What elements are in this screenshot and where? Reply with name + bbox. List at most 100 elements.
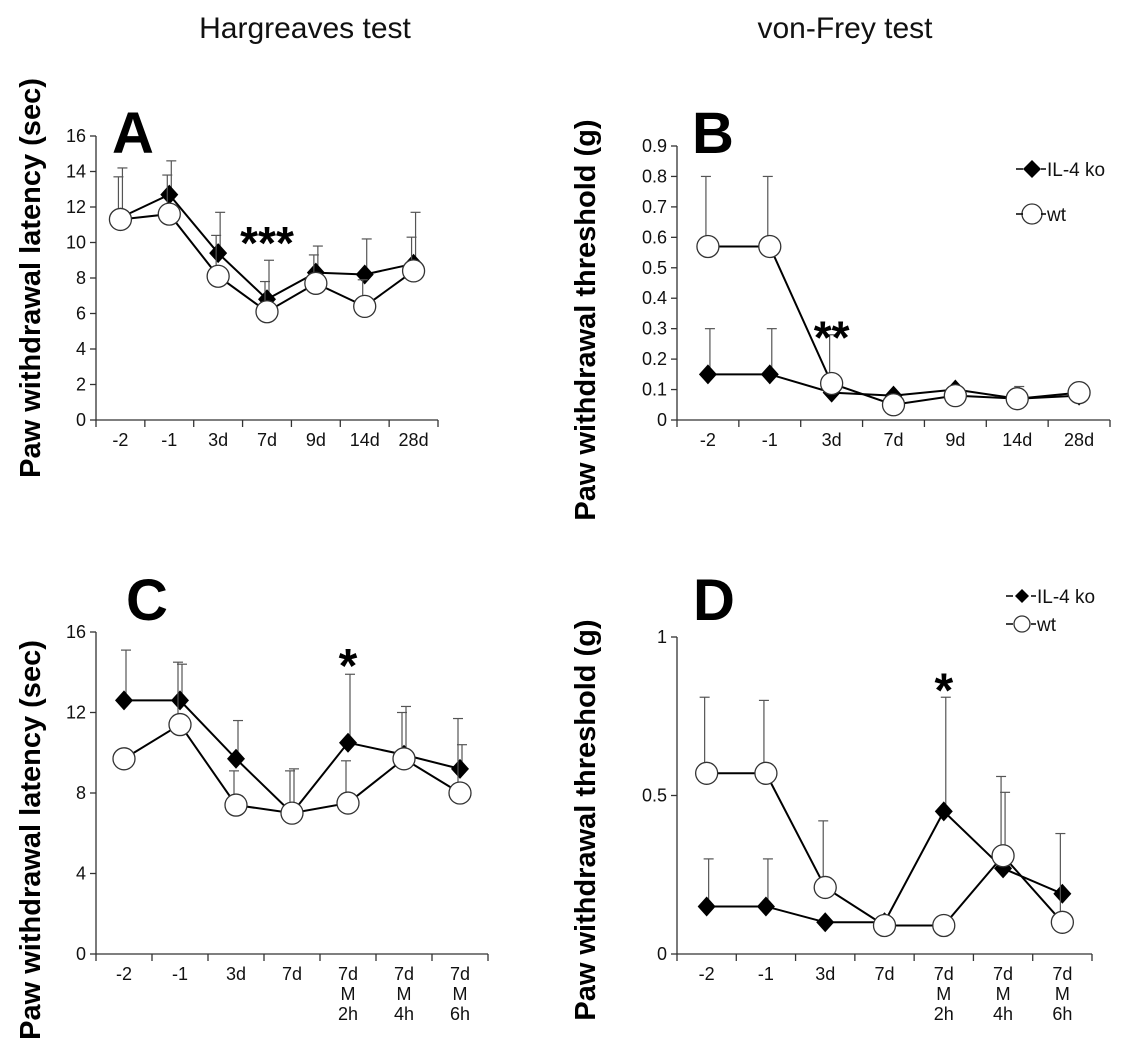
y-tick-label: 0.2 [642, 349, 667, 369]
data-point-diamond [227, 748, 245, 769]
x-tick-label: 28d [1064, 430, 1094, 450]
data-point-circle [1005, 387, 1029, 411]
x-tick-label: 9d [306, 430, 326, 450]
x-tick-label: -2 [116, 964, 132, 984]
data-point-diamond [934, 801, 953, 822]
y-tick-label: 0.5 [642, 786, 667, 806]
x-tick-label: -2 [112, 430, 128, 450]
x-tick-label: 3d [226, 964, 246, 984]
y-axis-label: Paw withdrawal latency (sec) [15, 78, 47, 478]
panel-letter: A [112, 101, 154, 166]
x-tick-label: 7d M 2h [338, 964, 358, 1024]
y-tick-label: 8 [76, 268, 86, 288]
data-point-circle [696, 234, 720, 259]
x-tick-label: 14d [1002, 430, 1032, 450]
data-point-diamond [760, 364, 779, 385]
y-tick-label: 16 [66, 126, 86, 146]
data-point-diamond [355, 264, 374, 285]
legend-marker-diamond [1023, 160, 1041, 178]
y-tick-label: 0.3 [642, 319, 667, 339]
y-tick-label: 1 [657, 627, 667, 647]
y-tick-label: 0 [657, 410, 667, 430]
x-tick-label: 7d M 4h [993, 964, 1013, 1024]
significance-marker: ** [814, 312, 850, 364]
y-tick-label: 0.5 [642, 258, 667, 278]
significance-marker: * [934, 665, 953, 718]
y-tick-label: 4 [76, 339, 86, 359]
y-tick-label: 2 [76, 375, 86, 395]
data-point-circle [448, 781, 472, 805]
x-tick-label: 14d [350, 430, 380, 450]
data-point-circle [991, 844, 1015, 868]
data-point-diamond [115, 690, 133, 711]
y-tick-label: 0.4 [642, 288, 667, 308]
data-point-diamond [160, 184, 179, 205]
data-point-circle [758, 234, 782, 259]
data-point-diamond [697, 896, 716, 917]
legend-label: IL-4 ko [1047, 160, 1105, 181]
data-point-diamond [339, 732, 357, 753]
data-point-circle [336, 791, 360, 815]
data-point-diamond [756, 896, 775, 917]
y-axis-label: Paw withdrawal threshold (g) [570, 119, 602, 520]
series-line [707, 245, 1080, 406]
data-point-circle [813, 875, 837, 900]
y-tick-label: 0.1 [642, 380, 667, 400]
x-tick-label: 7d M 6h [450, 964, 470, 1024]
y-tick-label: 6 [76, 304, 86, 324]
x-tick-label: 3d [208, 430, 228, 450]
legend: IL-4 ko wt [1016, 160, 1105, 226]
legend: IL-4 ko wt [1006, 587, 1095, 636]
y-tick-label: 14 [66, 162, 86, 182]
x-tick-label: -1 [762, 430, 778, 450]
legend-marker-circle [1013, 615, 1031, 633]
y-tick-label: 0.6 [642, 227, 667, 247]
y-tick-label: 0 [76, 410, 86, 430]
legend-label: wt [1036, 615, 1057, 636]
data-point-circle [1050, 910, 1075, 934]
series-il4ko [115, 649, 469, 824]
x-tick-label: -1 [758, 964, 774, 984]
y-tick-label: 10 [66, 233, 86, 253]
data-point-diamond [209, 243, 228, 264]
legend-label: wt [1046, 205, 1067, 226]
x-tick-label: 7d M 6h [1052, 964, 1072, 1024]
panel-d: D Paw withdrawal threshold (g) 0 0.5 1 -2 -1 3d… [570, 568, 1095, 1024]
significance-marker: *** [240, 217, 294, 269]
series-wt [108, 174, 426, 324]
x-tick-label: -1 [161, 430, 177, 450]
x-tick-label: 3d [815, 964, 835, 984]
y-tick-label: 0 [657, 944, 667, 964]
x-tick-label: 7d [883, 430, 903, 450]
y-tick-label: 12 [66, 703, 86, 723]
y-axis-label: Paw withdrawal threshold (g) [570, 619, 602, 1020]
data-point-circle [392, 747, 416, 771]
x-tick-label: 7d [282, 964, 302, 984]
x-tick-label: -2 [700, 430, 716, 450]
y-axis-label: Paw withdrawal latency (sec) [15, 640, 47, 1039]
data-point-diamond [451, 758, 469, 779]
series-wt [694, 696, 1075, 938]
x-tick-label: 7d [874, 964, 894, 984]
data-point-circle [206, 264, 230, 288]
series-il4ko [697, 696, 1072, 933]
x-tick-label: 7d [257, 430, 277, 450]
y-tick-label: 0.9 [642, 136, 667, 156]
x-tick-label: 3d [822, 430, 842, 450]
data-point-circle [224, 793, 248, 817]
panel-letter: C [126, 568, 168, 633]
x-tick-label: 7d M 4h [394, 964, 414, 1024]
data-point-diamond [816, 912, 835, 933]
data-point-circle [112, 747, 136, 771]
panel-letter: B [692, 101, 734, 166]
x-tick-label: -2 [699, 964, 715, 984]
data-point-circle [353, 294, 377, 319]
legend-marker-diamond [1015, 589, 1029, 603]
panel-c: C Paw withdrawal latency (sec) 0 4 8 12 16 -2 -1… [15, 568, 489, 1039]
y-tick-label: 16 [66, 622, 86, 642]
y-tick-label: 4 [76, 864, 86, 884]
y-tick-label: 0 [76, 944, 86, 964]
x-tick-label: -1 [172, 964, 188, 984]
data-point-circle [280, 801, 304, 825]
